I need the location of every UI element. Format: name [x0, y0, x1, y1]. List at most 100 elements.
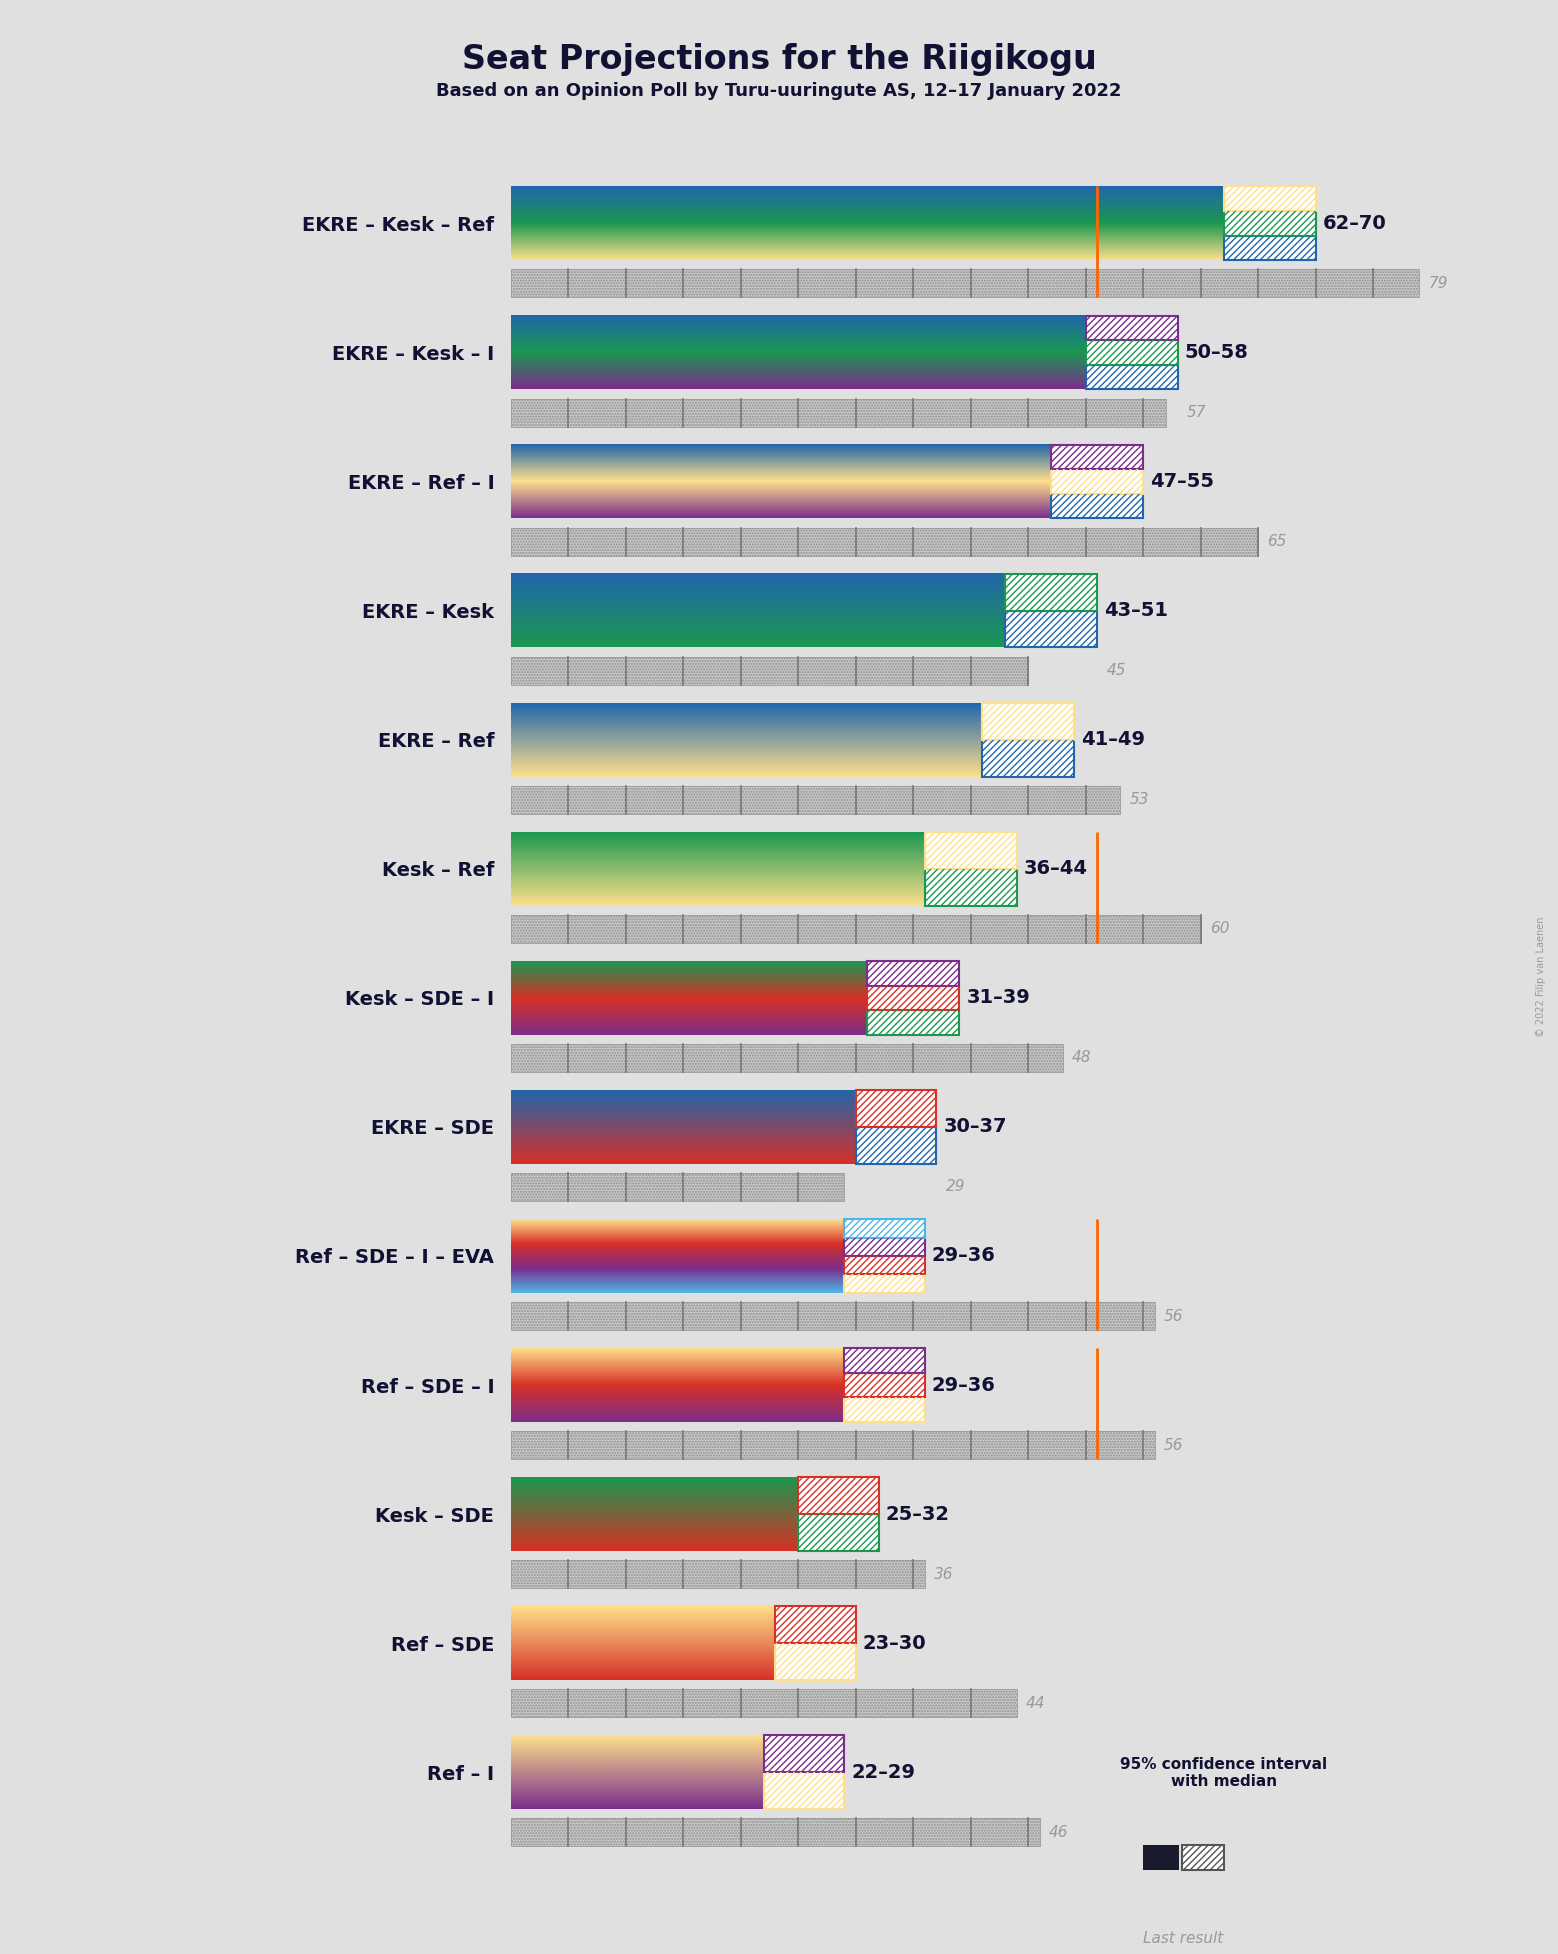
- Bar: [511, 1172, 844, 1202]
- Text: 36: 36: [933, 1567, 953, 1581]
- Bar: [1223, 236, 1315, 260]
- Bar: [511, 1301, 1154, 1331]
- Bar: [1183, 1845, 1223, 1870]
- Bar: [511, 657, 1028, 684]
- Bar: [1223, 211, 1315, 236]
- Bar: [844, 1274, 925, 1294]
- Bar: [763, 1772, 844, 1809]
- Bar: [868, 961, 960, 985]
- Bar: [844, 1256, 925, 1274]
- Bar: [844, 1237, 925, 1256]
- Bar: [982, 741, 1075, 776]
- Text: Seat Projections for the Riigikogu: Seat Projections for the Riigikogu: [461, 43, 1097, 76]
- Text: 44: 44: [1027, 1696, 1045, 1712]
- Bar: [776, 1643, 855, 1680]
- Bar: [511, 270, 1419, 297]
- Bar: [511, 528, 1259, 555]
- Bar: [763, 1735, 844, 1772]
- Bar: [844, 1397, 925, 1423]
- Bar: [763, 1772, 844, 1809]
- Text: 29: 29: [946, 1180, 964, 1194]
- Bar: [776, 1606, 855, 1643]
- Bar: [1223, 236, 1315, 260]
- Text: 43–51: 43–51: [1105, 602, 1168, 619]
- Bar: [1223, 186, 1315, 211]
- Bar: [511, 657, 1028, 684]
- Bar: [511, 914, 1201, 944]
- Text: 22–29: 22–29: [851, 1763, 915, 1782]
- Bar: [511, 1819, 1039, 1847]
- Bar: [776, 1606, 855, 1643]
- Text: 62–70: 62–70: [1323, 213, 1387, 233]
- Text: 56: 56: [1164, 1309, 1184, 1323]
- Bar: [1052, 494, 1144, 518]
- Bar: [1005, 574, 1097, 610]
- Bar: [511, 1043, 1063, 1073]
- Bar: [844, 1348, 925, 1374]
- Text: 30–37: 30–37: [943, 1118, 1006, 1137]
- Bar: [1052, 469, 1144, 494]
- Text: 53: 53: [1130, 791, 1148, 807]
- Bar: [511, 1559, 925, 1589]
- Bar: [925, 870, 1017, 905]
- Bar: [1086, 315, 1178, 340]
- Bar: [1052, 494, 1144, 518]
- Text: 31–39: 31–39: [966, 989, 1030, 1008]
- Bar: [855, 1127, 936, 1165]
- Bar: [855, 1090, 936, 1127]
- Bar: [868, 1010, 960, 1036]
- Text: 50–58: 50–58: [1184, 342, 1248, 361]
- Bar: [798, 1477, 879, 1514]
- Text: 36–44: 36–44: [1024, 860, 1087, 877]
- Bar: [776, 1643, 855, 1680]
- Bar: [511, 1430, 1154, 1460]
- Text: 46: 46: [1049, 1825, 1069, 1841]
- Bar: [844, 1374, 925, 1397]
- Text: Based on an Opinion Poll by Turu-uuringute AS, 12–17 January 2022: Based on an Opinion Poll by Turu-uuringu…: [436, 82, 1122, 100]
- Bar: [982, 703, 1075, 741]
- Text: © 2022 Filip van Laenen: © 2022 Filip van Laenen: [1536, 916, 1546, 1038]
- Bar: [1086, 340, 1178, 365]
- Bar: [1144, 1845, 1179, 1870]
- Bar: [1005, 574, 1097, 610]
- Bar: [1005, 610, 1097, 647]
- Text: 41–49: 41–49: [1081, 731, 1145, 748]
- Text: 48: 48: [1072, 1051, 1092, 1065]
- Bar: [511, 1559, 925, 1589]
- Text: 56: 56: [1164, 1438, 1184, 1452]
- Bar: [925, 832, 1017, 870]
- Bar: [511, 399, 1167, 426]
- Bar: [798, 1514, 879, 1551]
- Bar: [1223, 186, 1315, 211]
- Bar: [925, 870, 1017, 905]
- Bar: [1052, 446, 1144, 469]
- Bar: [1086, 365, 1178, 389]
- Bar: [1223, 211, 1315, 236]
- Text: 47–55: 47–55: [1150, 473, 1214, 490]
- Bar: [925, 832, 1017, 870]
- Bar: [511, 399, 1167, 426]
- Text: 29–36: 29–36: [932, 1376, 996, 1395]
- Bar: [511, 1690, 1017, 1718]
- Bar: [1052, 469, 1144, 494]
- Text: 79: 79: [1429, 276, 1447, 291]
- Text: 60: 60: [1211, 922, 1229, 936]
- Bar: [868, 985, 960, 1010]
- Bar: [798, 1514, 879, 1551]
- Bar: [1144, 1901, 1223, 1917]
- Bar: [1086, 340, 1178, 365]
- Text: 45: 45: [1106, 662, 1126, 678]
- Bar: [511, 1430, 1154, 1460]
- Bar: [511, 1172, 844, 1202]
- Bar: [798, 1477, 879, 1514]
- Bar: [511, 1819, 1039, 1847]
- Bar: [511, 1690, 1017, 1718]
- Bar: [982, 703, 1075, 741]
- Bar: [855, 1090, 936, 1127]
- Bar: [844, 1219, 925, 1237]
- Text: Last result: Last result: [1144, 1931, 1223, 1946]
- Bar: [511, 914, 1201, 944]
- Bar: [844, 1256, 925, 1274]
- Bar: [1086, 365, 1178, 389]
- Bar: [844, 1237, 925, 1256]
